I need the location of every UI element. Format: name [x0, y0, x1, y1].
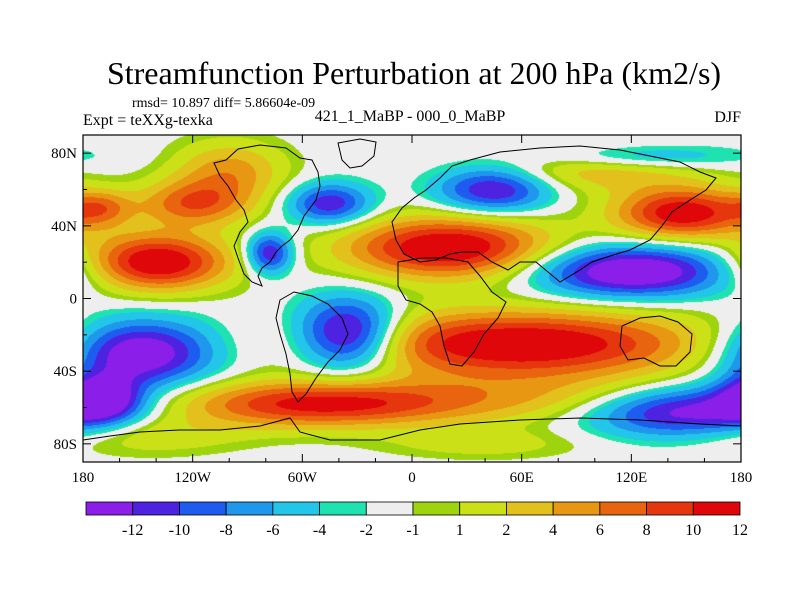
colorbar-swatch [365, 501, 414, 516]
stats-line: rmsd= 10.897 diff= 5.86604e-09 [132, 96, 315, 111]
colorbar: -12 -10 -8 -6 -4 -2 -1 1 2 4 6 8 10 12 [85, 501, 748, 539]
coastlines [82, 138, 742, 441]
subtitle-label: 421_1_MaBP - 000_0_MaBP [315, 108, 506, 125]
x-tick-label: 180 [72, 470, 95, 486]
colorbar-swatch [412, 501, 461, 516]
coastline-australia [619, 315, 693, 367]
season-label: DJF [714, 109, 741, 126]
experiment-label: Expt = teXXg-texka [83, 112, 213, 129]
y-tick-label: 80N [51, 146, 77, 162]
colorbar-swatch [599, 501, 647, 516]
colorbar-label: -10 [169, 522, 190, 539]
colorbar-label: 6 [596, 522, 604, 539]
coastline-north-america [213, 144, 321, 287]
y-axis: 80N 40N 0 40S 80S [51, 146, 741, 453]
colorbar-label: -12 [122, 522, 143, 539]
colorbar-label: -6 [266, 522, 279, 539]
y-tick-label: 80S [54, 437, 77, 453]
x-tick-label: 120W [174, 470, 212, 486]
coastline-greenland [337, 138, 377, 169]
y-tick-label: 40S [54, 364, 77, 380]
x-axis: 180 120W 60W 0 60E 120E 180 [72, 135, 753, 486]
x-tick-label: 0 [408, 470, 416, 486]
map-area [82, 134, 742, 463]
streamfunction-field [83, 135, 741, 462]
colorbar-label: 2 [502, 522, 510, 539]
colorbar-label: -8 [219, 522, 232, 539]
colorbar-label: -2 [360, 522, 373, 539]
colorbar-label: -1 [406, 522, 419, 539]
colorbar-swatch [272, 501, 320, 516]
colorbar-swatch [179, 501, 227, 516]
colorbar-swatch [85, 501, 134, 516]
y-tick-label: 40N [51, 219, 77, 235]
colorbar-swatch [552, 501, 601, 516]
colorbar-label: 8 [643, 522, 651, 539]
colorbar-label: 4 [549, 522, 557, 539]
y-tick-label: 0 [70, 292, 78, 308]
colorbar-swatch [225, 501, 274, 516]
x-tick-label: 180 [730, 470, 753, 486]
colorbar-label: 1 [456, 522, 464, 539]
colorbar-swatch [506, 501, 554, 516]
coastline-south-america [275, 291, 349, 403]
colorbar-label: -4 [313, 522, 326, 539]
colorbar-swatch [132, 501, 180, 516]
chart-title: Streamfunction Perturbation at 200 hPa (… [107, 55, 721, 91]
coastline-africa [397, 257, 507, 367]
x-tick-label: 60E [510, 470, 534, 486]
colorbar-swatch [319, 501, 367, 516]
coastline-antarctica [82, 417, 742, 441]
colorbar-label: 10 [685, 522, 701, 539]
colorbar-swatch [646, 501, 694, 516]
coastline-eurasia [391, 145, 717, 283]
colorbar-swatch [459, 501, 507, 516]
x-tick-label: 60W [288, 470, 318, 486]
x-tick-label: 120E [615, 470, 647, 486]
colorbar-label: 12 [732, 522, 748, 539]
colorbar-swatch [692, 501, 741, 516]
